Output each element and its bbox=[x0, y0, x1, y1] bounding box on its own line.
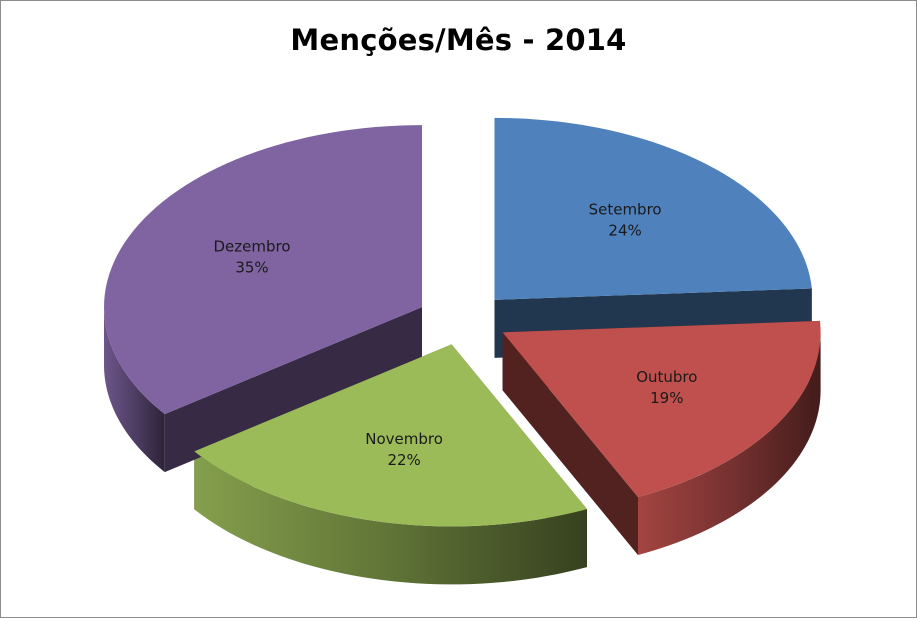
slice-outubro-percent: 19% bbox=[650, 389, 683, 407]
slice-novembro-label: Novembro bbox=[365, 430, 443, 448]
slice-setembro bbox=[494, 117, 812, 300]
slice-dezembro-wall bbox=[104, 307, 165, 473]
slice-outubro-side-end bbox=[502, 332, 638, 556]
slice-outubro-label: Outubro bbox=[636, 368, 697, 386]
slice-setembro-label: Setembro bbox=[589, 200, 662, 218]
slice-dezembro-side-start bbox=[164, 307, 423, 473]
chart-title: Menções/Mês - 2014 bbox=[290, 23, 627, 57]
slice-setembro-percent: 24% bbox=[608, 221, 641, 239]
slice-novembro-wall bbox=[194, 451, 587, 585]
slice-outubro bbox=[502, 320, 821, 498]
slice-dezembro-label: Dezembro bbox=[213, 238, 290, 256]
slice-outubro-wall bbox=[637, 332, 821, 556]
slice-dezembro-percent: 35% bbox=[235, 259, 268, 277]
slice-novembro-percent: 22% bbox=[387, 451, 420, 469]
slice-dezembro bbox=[104, 125, 423, 415]
slice-novembro bbox=[194, 344, 587, 527]
